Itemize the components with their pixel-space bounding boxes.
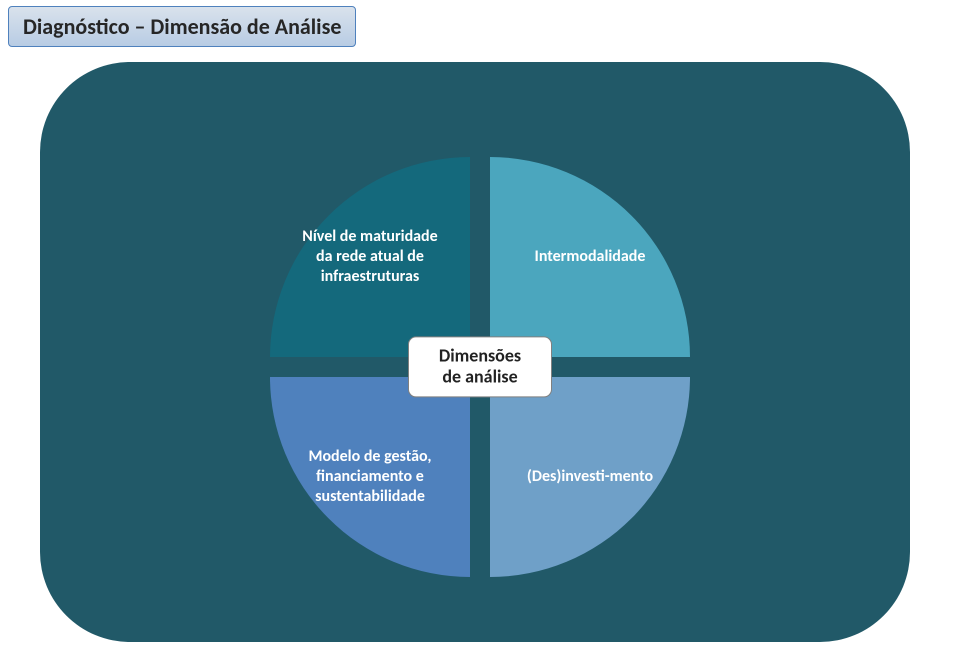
page-root: Diagnóstico – Dimensão de Análise Nível … <box>0 0 960 667</box>
page-title: Diagnóstico – Dimensão de Análise <box>8 6 356 47</box>
quadrant-bottom-left: Modelo de gestão, financiamento e susten… <box>270 377 470 577</box>
diagram-circle: Nível de maturidade da rede atual de inf… <box>270 157 690 577</box>
quadrant-bottom-right-label: (Des)investi-mento <box>527 467 653 487</box>
quadrant-top-right: Intermodalidade <box>490 157 690 357</box>
diagram-center-label: Dimensões de análise <box>408 336 552 397</box>
center-label-line2: de análise <box>442 366 517 388</box>
quadrant-bottom-left-label: Modelo de gestão, financiamento e susten… <box>300 447 440 507</box>
quadrant-top-left-label: Nível de maturidade da rede atual de inf… <box>300 227 440 287</box>
center-label-line1: Dimensões <box>439 344 521 366</box>
page-title-text: Diagnóstico – Dimensão de Análise <box>23 13 341 40</box>
quadrant-top-left: Nível de maturidade da rede atual de inf… <box>270 157 470 357</box>
quadrant-bottom-right: (Des)investi-mento <box>490 377 690 577</box>
quadrant-top-right-label: Intermodalidade <box>535 247 646 267</box>
